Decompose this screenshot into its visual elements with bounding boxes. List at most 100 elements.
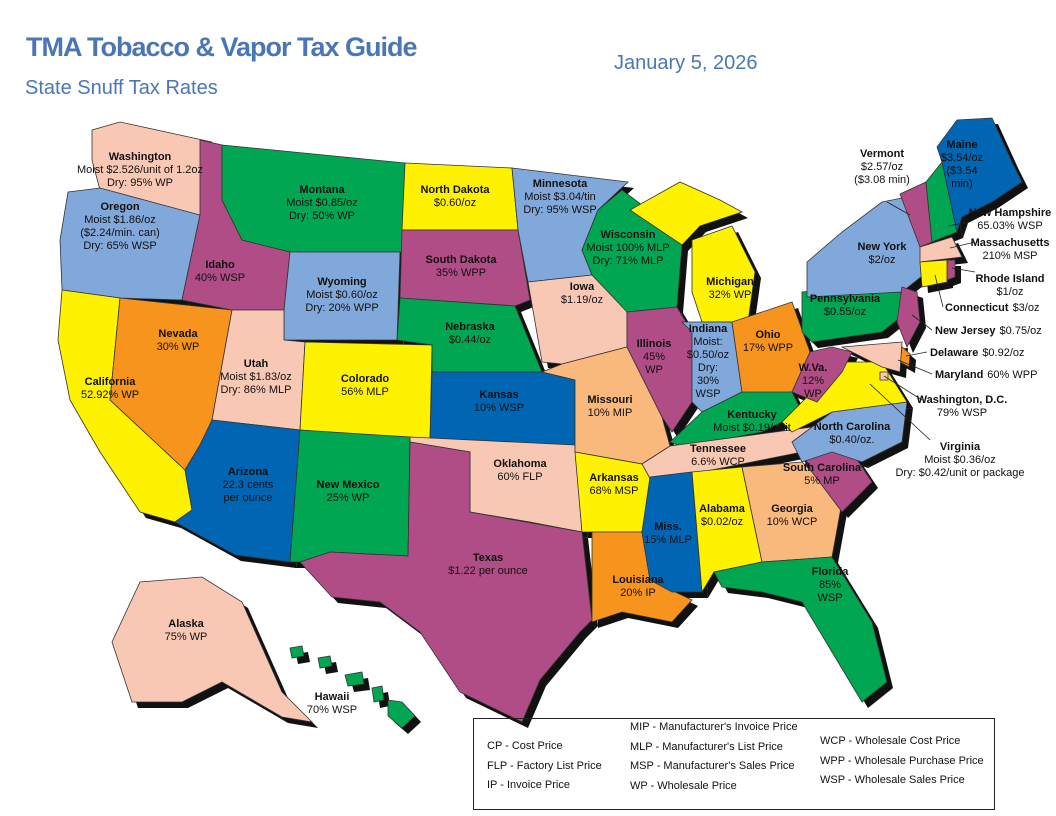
state-label-w-va: W.Va. 12% WP: [799, 362, 828, 400]
state-label-iowa: Iowa $1.19/oz: [561, 281, 603, 306]
state-rate: 32% WP: [709, 289, 752, 301]
state-name: Washington, D.C.: [917, 394, 1008, 406]
state-name: Colorado: [341, 373, 390, 385]
state-label-miss: Miss. 15% MLP: [644, 521, 692, 546]
state-rate: WSP: [695, 388, 720, 400]
state-rate: 20% IP: [620, 587, 655, 599]
state-rate: WP: [804, 388, 822, 400]
state-name: Alaska: [168, 618, 204, 630]
legend-item: CP - Cost Price: [487, 740, 563, 752]
leader-line: [886, 201, 911, 216]
state-name: New York: [857, 241, 907, 253]
state-hawaii[interactable]: [371, 685, 385, 703]
state-michigan[interactable]: [629, 181, 743, 246]
state-name: Delaware: [930, 347, 978, 359]
state-rate: $0.92/oz: [982, 347, 1024, 359]
state-label-michigan: Michigan 32% WP: [706, 276, 754, 301]
state-label-alaska: Alaska 75% WP: [165, 618, 208, 643]
state-hawaii[interactable]: [317, 655, 333, 669]
state-name: Vermont: [860, 148, 904, 160]
state-hawaii[interactable]: [344, 671, 365, 687]
state-label-oregon: Oregon Moist $1.86/oz ($2.24/min. can) Dry:…: [80, 201, 159, 252]
state-alaska[interactable]: [111, 576, 314, 723]
legend-item: MLP - Manufacturer's List Price: [630, 740, 783, 753]
state-label-new-hampshire: New Hampshire 65.03% WSP: [969, 207, 1052, 232]
state-rate: Dry: $0.42/unit or package: [895, 467, 1024, 479]
state-rhode-island[interactable]: [946, 259, 956, 281]
state-name: Florida: [812, 566, 850, 578]
state-name: Washington: [109, 151, 172, 163]
leader-line: [897, 359, 933, 375]
state-florida[interactable]: [713, 556, 888, 703]
state-new-jersey[interactable]: [896, 286, 921, 348]
state-name: New Hampshire: [969, 207, 1052, 219]
state-rate: $0.44/oz: [449, 334, 491, 346]
state-rate: 210% MSP: [982, 250, 1037, 262]
state-rate: 75% WP: [165, 631, 208, 643]
state-rate: $2.57/oz: [861, 161, 903, 173]
state-massachusetts[interactable]: [919, 236, 963, 263]
state-label-hawaii: Hawaii 70% WSP: [307, 691, 357, 716]
leader-line: [883, 375, 923, 401]
state-rate: 60% FLP: [497, 471, 542, 483]
state-label-ohio: Ohio 17% WPP: [743, 329, 793, 354]
state-label-arkansas: Arkansas 68% MSP: [589, 472, 639, 497]
state-georgia[interactable]: [741, 461, 843, 563]
legend-item: MIP - Manufacturer's Invoice Price: [630, 721, 798, 733]
state-name: Idaho: [205, 259, 235, 271]
state-name: Hawaii: [315, 691, 350, 703]
state-connecticut[interactable]: [919, 259, 948, 288]
state-rate: 12%: [802, 375, 824, 387]
state-label-arizona: Arizona 22.3 cents per ounce: [223, 466, 274, 504]
state-wyoming[interactable]: [283, 251, 401, 341]
state-rate: 10% WCP: [767, 516, 818, 528]
state-rate: Moist $3.04/tin: [524, 191, 596, 203]
state-texas[interactable]: [299, 441, 593, 723]
state-michigan[interactable]: [691, 225, 756, 323]
state-hawaii[interactable]: [387, 699, 416, 729]
legend-item: WPP - Wholesale Purchase Price: [820, 754, 984, 767]
state-label-georgia: Georgia 10% WCP: [767, 503, 818, 528]
leader-line: [949, 241, 976, 249]
state-name: New Mexico: [317, 479, 380, 491]
state-name: Maine: [946, 139, 977, 151]
state-maryland[interactable]: [840, 341, 903, 373]
state-name: Michigan: [706, 276, 754, 288]
state-label-north-carolina: North Carolina $0.40/oz.: [814, 421, 891, 446]
state-rate: $1/oz: [997, 286, 1024, 298]
legend-item: FLP - Factory List Price: [487, 759, 602, 772]
state-maine[interactable]: [936, 117, 1023, 234]
state-illinois[interactable]: [626, 306, 693, 433]
state-label-tennessee: Tennessee 6.6% WCP: [690, 443, 746, 468]
state-label-north-dakota: North Dakota $0.60/oz: [420, 184, 490, 209]
page-subtitle: State Snuff Tax Rates: [25, 77, 218, 99]
state-name: Nevada: [158, 328, 198, 340]
state-rate: ($3.54: [946, 165, 977, 177]
state-rate: 40% WSP: [195, 272, 245, 284]
state-name: North Carolina: [814, 421, 891, 433]
state-rate: Dry: 95% WP: [107, 177, 173, 189]
state-rate: Moist 100% MLP: [586, 242, 669, 254]
state-rate: Moist $0.36/oz: [924, 454, 996, 466]
state-label-louisiana: Louisiana 20% IP: [612, 574, 664, 599]
leader-line: [934, 274, 944, 308]
state-hawaii[interactable]: [289, 645, 305, 659]
state-rate: Dry: 50% WP: [289, 210, 355, 222]
state-oregon[interactable]: [59, 187, 201, 301]
state-name: Illinois: [637, 338, 672, 350]
state-name: Iowa: [570, 281, 595, 293]
state-south-dakota[interactable]: [399, 229, 531, 307]
state-label-washington-d-c: Washington, D.C. 79% WSP: [917, 394, 1008, 419]
state-label-new-york: New York $2/oz: [857, 241, 907, 266]
state-rate: 68% MSP: [590, 485, 639, 497]
state-label-virginia: Virginia Moist $0.36/oz Dry: $0.42/unit or…: [895, 441, 1024, 479]
state-label-florida: Florida 85% WSP: [812, 566, 850, 604]
state-rate: 35% WPP: [436, 267, 486, 279]
state-name: Kentucky: [727, 409, 777, 421]
state-name: South Carolina: [783, 462, 862, 474]
state-name: Massachusetts: [971, 237, 1050, 249]
state-label-idaho: Idaho 40% WSP: [195, 259, 245, 284]
state-rate: 17% WPP: [743, 342, 793, 354]
leader-line: [869, 383, 931, 441]
